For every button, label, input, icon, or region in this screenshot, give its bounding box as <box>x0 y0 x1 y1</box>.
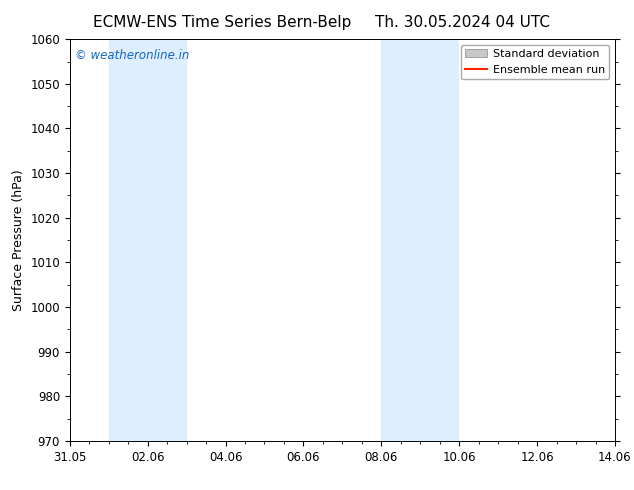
Y-axis label: Surface Pressure (hPa): Surface Pressure (hPa) <box>11 169 25 311</box>
Bar <box>381 39 459 441</box>
Bar <box>108 39 186 441</box>
Legend: Standard deviation, Ensemble mean run: Standard deviation, Ensemble mean run <box>460 45 609 79</box>
Text: © weatheronline.in: © weatheronline.in <box>75 49 190 62</box>
Text: Th. 30.05.2024 04 UTC: Th. 30.05.2024 04 UTC <box>375 15 550 30</box>
Text: ECMW-ENS Time Series Bern-Belp: ECMW-ENS Time Series Bern-Belp <box>93 15 351 30</box>
